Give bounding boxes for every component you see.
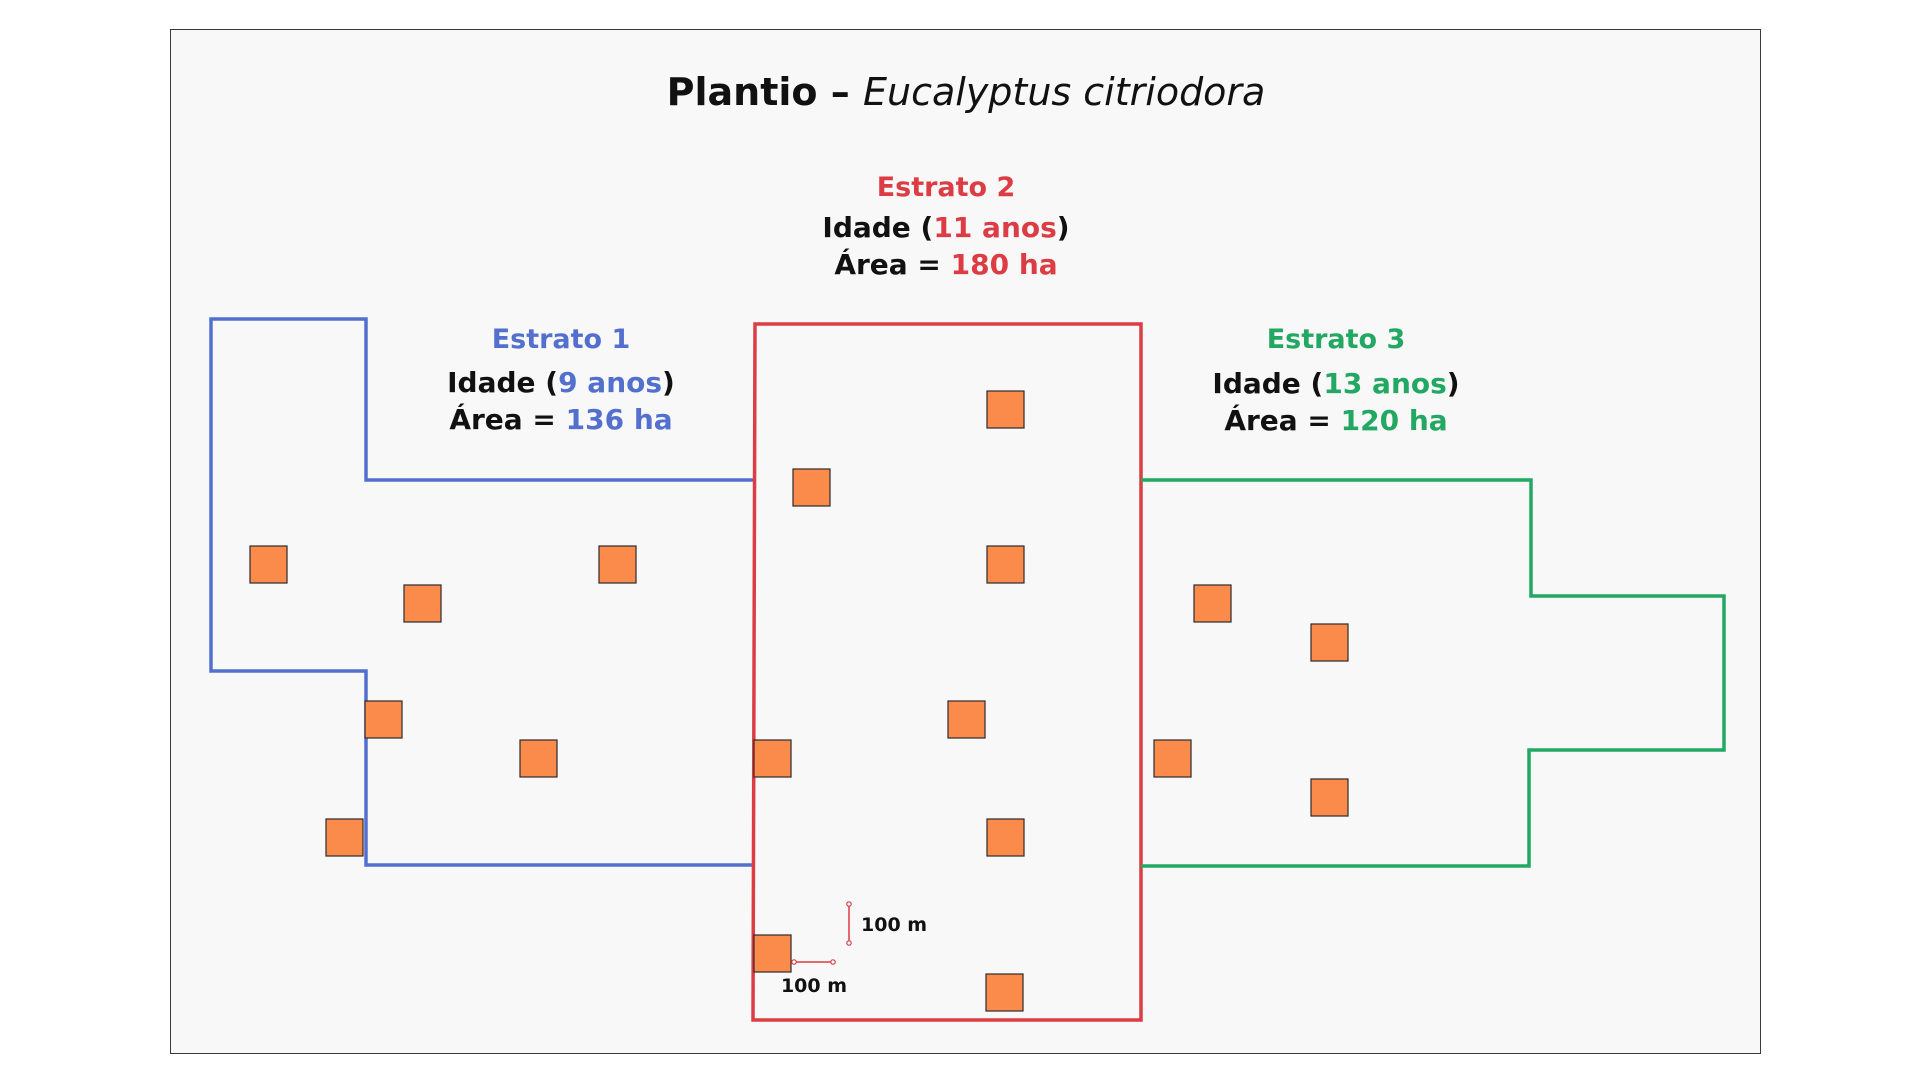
- estrato-2-sample-plot: [985, 973, 1024, 1012]
- estrato-2-sample-plot: [986, 818, 1025, 857]
- title-bold: Plantio –: [667, 70, 863, 114]
- estrato-1-age: Idade (9 anos): [447, 366, 675, 399]
- estrato-1-sample-plot: [403, 584, 442, 623]
- estrato-2-sample-plot: [947, 700, 986, 739]
- estrato-3-sample-plot: [1193, 584, 1232, 623]
- estrato-1-sample-plot: [519, 739, 558, 778]
- plantation-diagram: Plantio – Eucalyptus citriodora Estrato …: [209, 70, 1726, 1022]
- diagram-title: Plantio – Eucalyptus citriodora: [667, 70, 1266, 114]
- estrato-1-sample-plot: [598, 545, 637, 584]
- estrato-2-age: Idade (11 anos): [822, 211, 1069, 244]
- estrato-1-sample-plot: [325, 818, 364, 857]
- estrato-3-boundary: [1141, 478, 1726, 868]
- estrato-3-name: Estrato 3: [1267, 324, 1406, 355]
- estrato-3-age: Idade (13 anos): [1212, 367, 1459, 400]
- sample-plots: [249, 390, 1349, 1012]
- estrato-2-sample-plot: [753, 934, 792, 973]
- estrato-2-sample-plot: [986, 390, 1025, 429]
- estrato-2-name: Estrato 2: [877, 172, 1016, 203]
- estrato-2-area-value: 180 ha: [951, 248, 1058, 281]
- estrato-1-sample-plot: [364, 700, 403, 739]
- estrato-2-sample-plot: [792, 468, 831, 507]
- estrato-3-age-value: 13 anos: [1323, 367, 1446, 400]
- estrato-1-area-value: 136 ha: [566, 403, 673, 436]
- scale-vertical-label: 100 m: [861, 914, 927, 936]
- estrato-2-boundary: [751, 322, 1143, 1022]
- estrato-1-sample-plot: [249, 545, 288, 584]
- estrato-3-area: Área = 120 ha: [1224, 403, 1447, 437]
- scale-vertical: [846, 901, 852, 946]
- estrato-1-name: Estrato 1: [492, 324, 631, 355]
- estrato-1-age-value: 9 anos: [558, 366, 662, 399]
- estrato-3-sample-plot: [1310, 778, 1349, 817]
- estrato-2-sample-plot: [753, 739, 792, 778]
- estrato-3-area-value: 120 ha: [1341, 404, 1448, 437]
- estrato-2-age-value: 11 anos: [933, 211, 1056, 244]
- estrato-3-sample-plot: [1310, 623, 1349, 662]
- estrato-2-area: Área = 180 ha: [834, 247, 1057, 281]
- diagram-frame: Plantio – Eucalyptus citriodora Estrato …: [170, 29, 1761, 1054]
- scale-horizontal: [791, 959, 836, 965]
- estrato-3-sample-plot: [1153, 739, 1192, 778]
- estrato-1-boundary: [209, 317, 753, 867]
- title-species: Eucalyptus citriodora: [863, 70, 1265, 114]
- estrato-1-area: Área = 136 ha: [449, 402, 672, 436]
- scale-horizontal-label: 100 m: [781, 975, 847, 997]
- estrato-2-sample-plot: [986, 545, 1025, 584]
